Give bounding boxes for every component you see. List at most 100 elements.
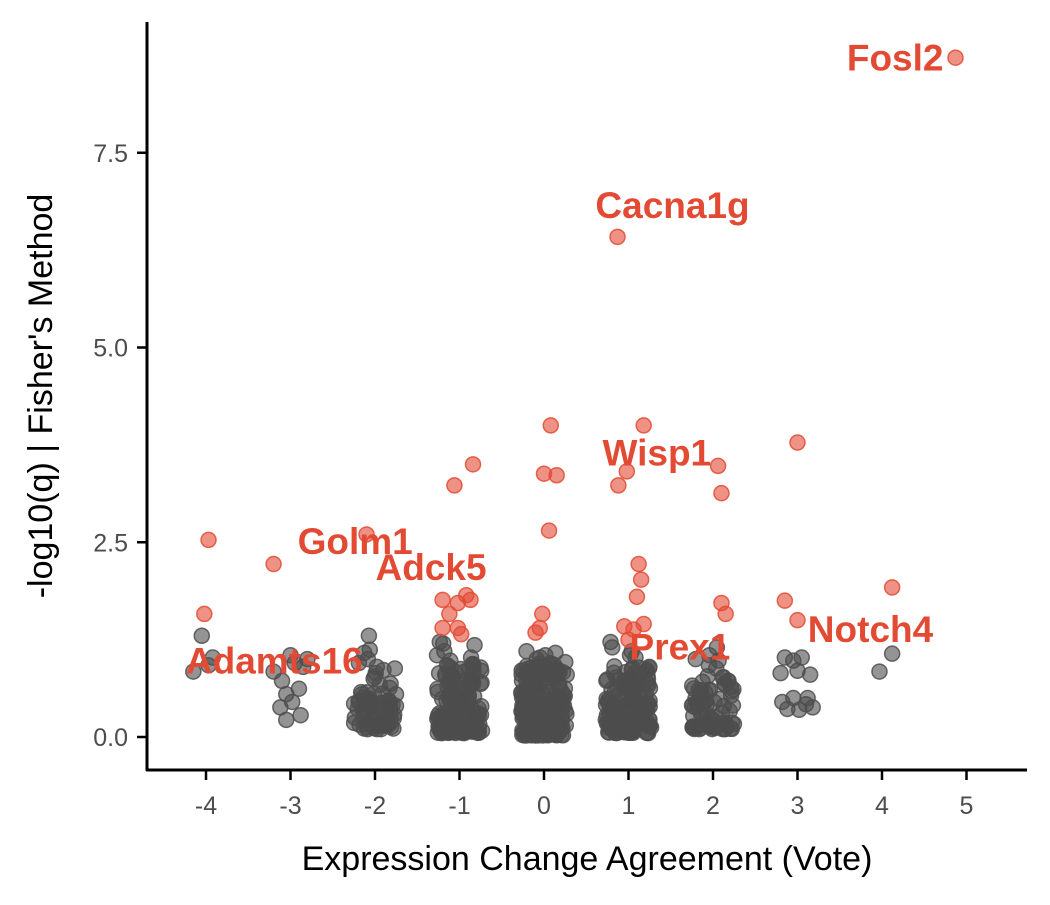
x-tick-label: -2 [364,792,386,820]
significant-point [542,417,560,434]
nonsignificant-point [871,663,888,680]
nonsignificant-point [554,691,572,709]
significant-point [610,477,627,494]
significant-point [789,611,806,629]
significant-point [717,605,734,623]
nonsignificant-point [531,696,548,713]
x-tick-label: 5 [960,792,974,820]
nonsignificant-point [722,687,740,704]
nonsignificant-point [462,649,480,666]
significant-point [635,417,652,434]
significant-point [265,555,282,573]
significant-point [534,605,551,623]
significant-point [434,591,451,609]
nonsignificant-point [707,660,725,677]
nonsignificant-point [695,708,713,725]
nonsignificant-point [521,723,538,741]
gene-label: Fosl2 [847,38,944,79]
significant-point [531,619,549,637]
gene-label: Golm1 [298,521,413,562]
nonsignificant-point [440,673,458,690]
nonsignificant-point [204,649,222,666]
x-tick-label: -1 [448,792,470,820]
significant-point [464,456,482,473]
significant-point [618,463,636,480]
significant-point [540,522,558,539]
nonsignificant-point [610,696,628,714]
significant-point [883,579,901,596]
gene-label: Prex1 [630,627,731,668]
significant-point [358,526,375,543]
nonsignificant-point [785,689,802,707]
nonsignificant-point [278,711,295,729]
significant-point [200,531,217,549]
nonsignificant-point [620,718,637,736]
gene-label: Wisp1 [602,432,711,473]
nonsignificant-point [434,707,452,724]
nonsignificant-point [528,650,545,668]
nonsignificant-point [542,672,559,690]
nonsignificant-point [603,639,621,656]
nonsignificant-point [367,664,385,682]
nonsignificant-point [547,725,565,742]
nonsignificant-point [360,627,378,644]
significant-point [196,605,213,623]
nonsignificant-point [547,644,564,662]
nonsignificant-point [282,646,299,664]
x-axis-title: Expression Change Agreement (Vote) [302,840,873,878]
y-tick-label: 0.0 [93,724,128,752]
nonsignificant-point [793,649,810,666]
x-tick-label: 0 [537,792,551,820]
y-axis-title: -log10(q) | Fisher's Method [22,194,60,599]
x-axis-ticks: -4 -3 -2 -1 0 1 2 3 4 5 [195,770,974,820]
gene-label: Adck5 [375,547,486,588]
significant-point [947,49,964,66]
x-tick-label: 2 [706,792,720,820]
significant-point [628,588,646,606]
significant-point [441,605,458,623]
y-tick-label: 7.5 [93,140,128,168]
nonsignificant-point [804,699,821,716]
significant-point [776,592,794,609]
significant-point [452,625,470,643]
gene-label: Adamts16 [186,641,363,682]
nonsignificant-point [628,707,646,724]
significant-point [462,591,479,609]
nonsignificant-point [374,714,392,731]
nonsignificant-point [299,650,316,668]
y-axis-ticks: 0.0 2.5 5.0 7.5 [93,140,147,752]
significant-point [630,555,647,573]
nonsignificant-point [697,692,715,710]
nonsignificant-point [185,663,202,680]
significant-point [620,631,637,648]
nonsignificant-point [627,649,644,666]
x-tick-label: 1 [622,792,636,820]
gene-label: Notch4 [808,609,934,650]
nonsignificant-point [472,659,489,676]
nonsignificant-point [470,700,487,717]
nonsignificant-point [364,694,381,712]
significant-point [434,619,451,637]
nonsignificant-point [631,688,649,705]
nonsignificant-point [723,714,741,731]
points-layer [185,49,964,744]
nonsignificant-point [513,689,531,706]
x-tick-label: 3 [791,792,805,820]
nonsignificant-point [640,659,658,677]
significant-point [609,228,626,246]
nonsignificant-point [801,666,819,683]
nonsignificant-point [350,654,368,672]
nonsignificant-point [290,680,308,697]
nonsignificant-point [455,723,473,740]
gene-label: Cacna1g [595,185,749,226]
nonsignificant-point [472,675,489,693]
significant-point [446,477,463,494]
significant-point [789,434,806,451]
significant-point [713,484,730,502]
nonsignificant-point [193,627,211,644]
x-tick-label: -4 [195,792,217,820]
significant-point [709,457,727,475]
nonsignificant-point [687,650,704,668]
